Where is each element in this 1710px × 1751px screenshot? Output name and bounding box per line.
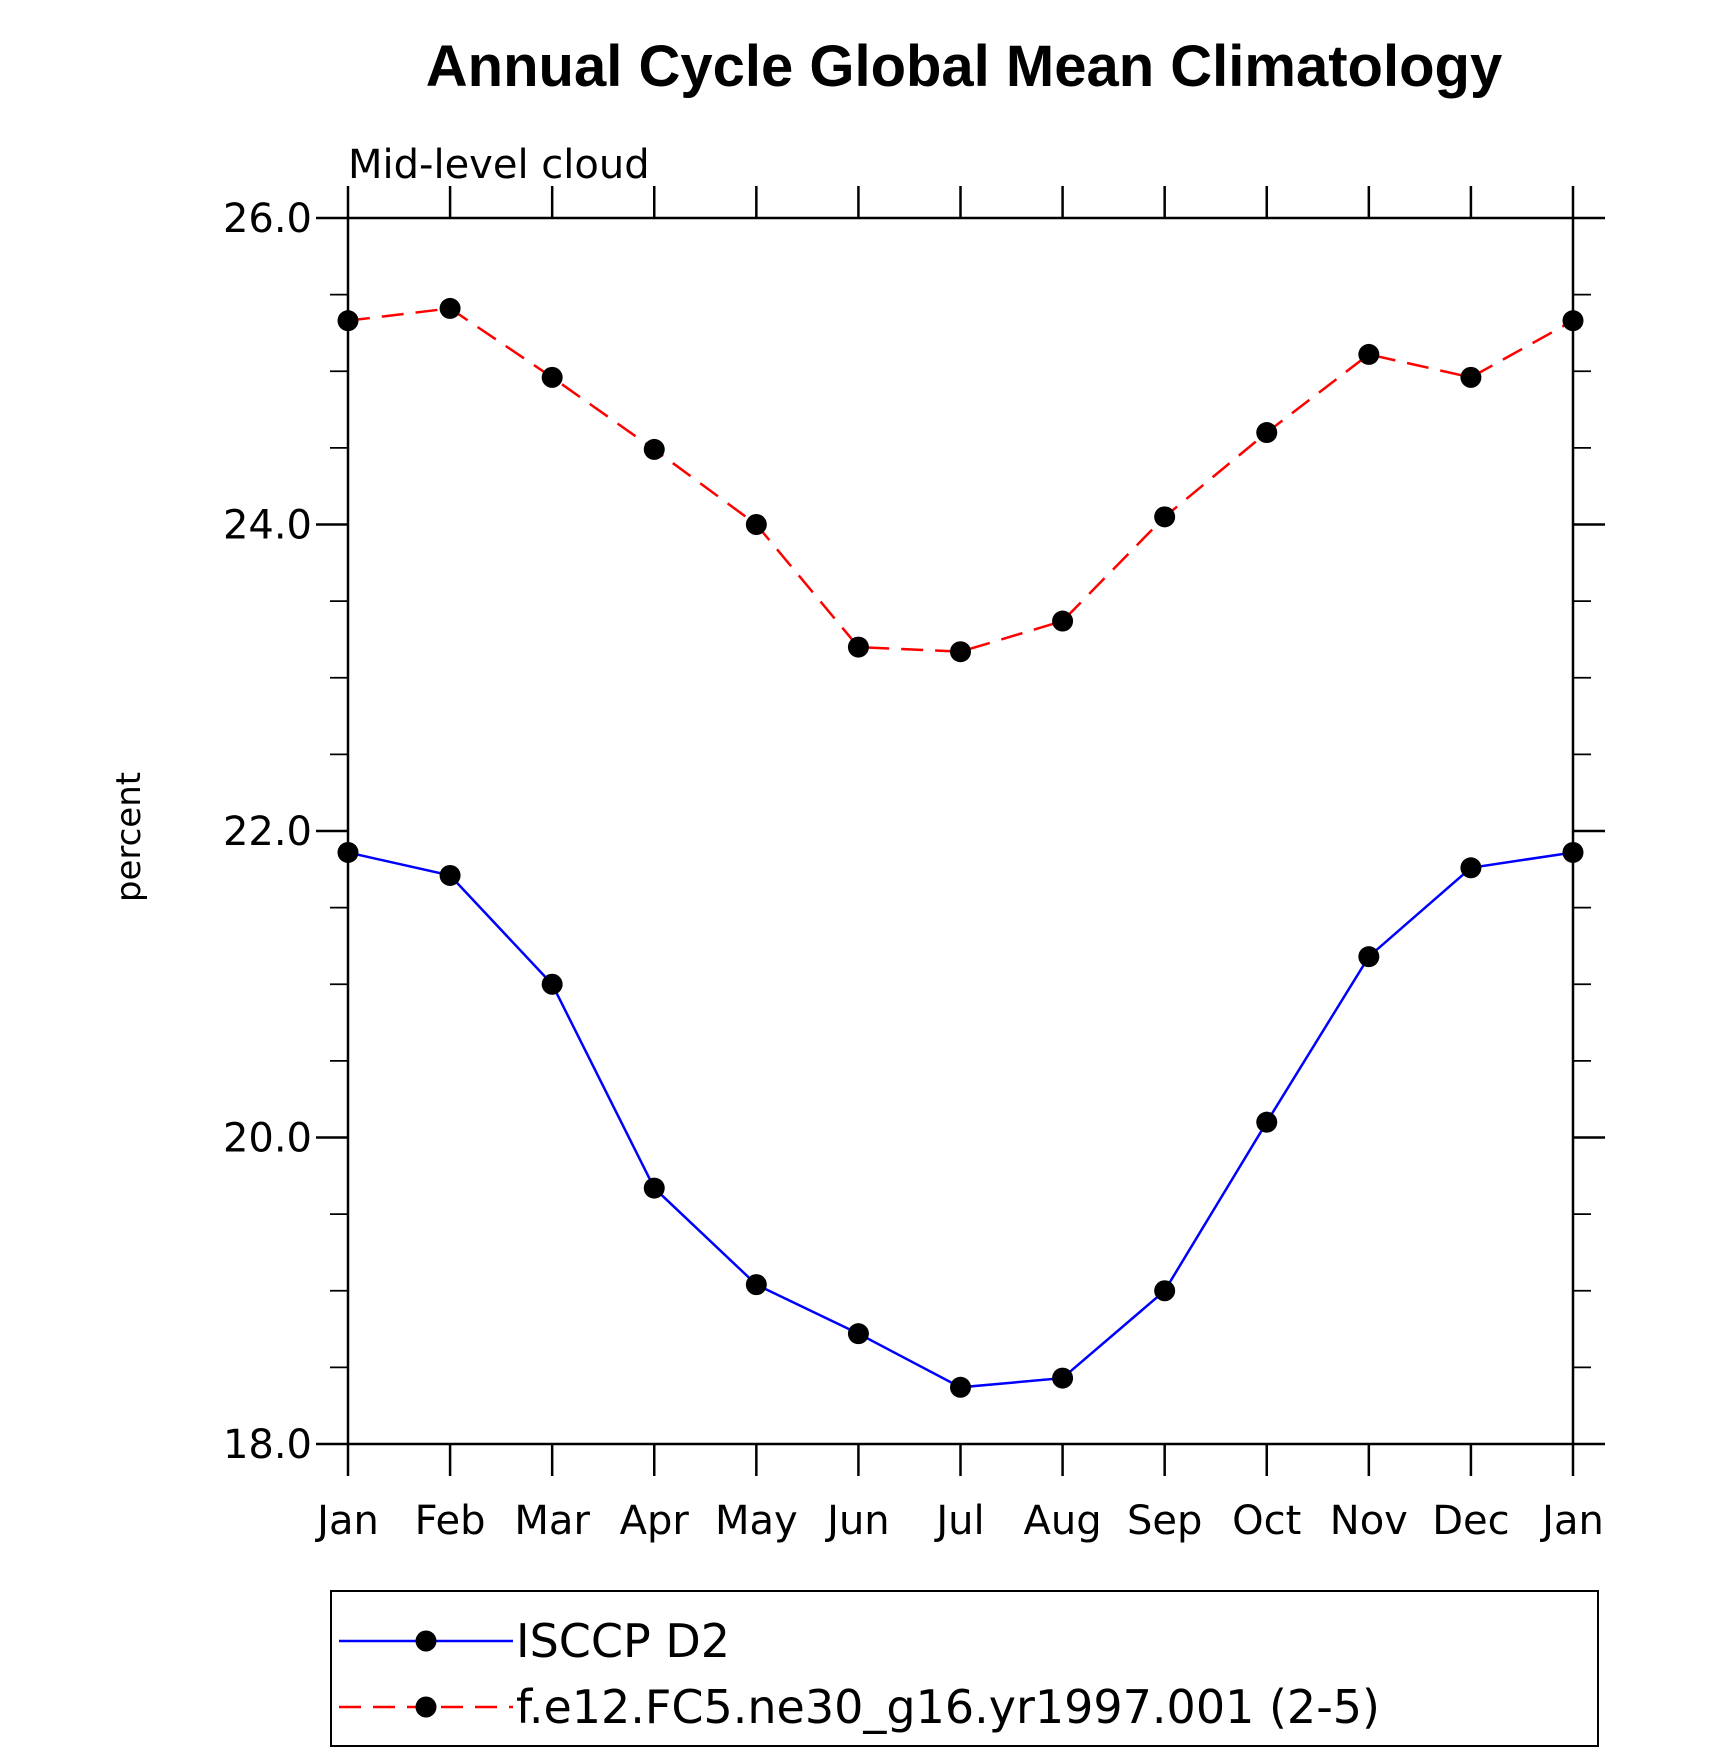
legend-marker-isccp: [415, 1630, 437, 1652]
legend-box: [330, 1590, 1599, 1747]
data-point: [1562, 310, 1584, 332]
plot-frame: [346, 216, 1575, 1446]
chart-subtitle: Mid-level cloud: [348, 142, 650, 188]
chart-title: Annual Cycle Global Mean Climatology: [426, 34, 1502, 99]
data-point: [745, 1274, 767, 1296]
y-tick-label: 26.0: [223, 196, 312, 242]
y-tick-label: 18.0: [223, 1422, 312, 1468]
axes: Jan Feb Mar Apr May Jun Jul Aug Sep Oct Nov Dec Jan1…: [223, 186, 1605, 1544]
data-point: [1562, 841, 1584, 863]
data-point: [1460, 366, 1482, 388]
data-point: [1358, 343, 1380, 365]
data-point: [1460, 857, 1482, 879]
data-point: [745, 514, 767, 535]
x-tick-label: Sep: [1127, 1498, 1202, 1544]
series-line-1: [347, 307, 1574, 653]
y-tick-label: 22.0: [223, 809, 312, 855]
x-tick-label: Jan: [1539, 1498, 1604, 1544]
data-point: [1052, 610, 1074, 632]
data-point: [1154, 506, 1176, 528]
x-tick-label: Oct: [1232, 1498, 1301, 1544]
x-tick-label: Nov: [1330, 1498, 1408, 1544]
data-point: [1052, 1367, 1074, 1389]
data-point: [847, 1323, 869, 1345]
data-point: [541, 366, 563, 388]
data-point: [847, 636, 869, 658]
data-point: [1358, 946, 1380, 968]
x-tick-label: Jul: [933, 1498, 984, 1544]
data-point: [1256, 422, 1278, 444]
x-tick-label: Feb: [415, 1498, 486, 1544]
x-tick-label: May: [715, 1498, 798, 1544]
y-tick-label: 20.0: [223, 1116, 312, 1162]
y-axis-label: percent: [109, 772, 149, 902]
x-tick-label: Jan: [314, 1498, 379, 1544]
data-point: [643, 438, 665, 460]
x-tick-label: Apr: [620, 1498, 690, 1544]
legend-label-model: f.e12.FC5.ne30_g16.yr1997.001 (2-5): [516, 1680, 1380, 1734]
series-line-0: [347, 851, 1574, 1389]
data-point: [541, 973, 563, 995]
x-tick-label: Dec: [1432, 1498, 1509, 1544]
x-tick-label: Aug: [1024, 1498, 1102, 1544]
data-point: [643, 1177, 665, 1199]
y-tick-label: 24.0: [223, 503, 312, 549]
data-point: [1256, 1111, 1278, 1133]
legend-label-isccp: ISCCP D2: [516, 1614, 730, 1668]
x-tick-label: Mar: [514, 1498, 590, 1544]
data-point: [1154, 1280, 1176, 1302]
data-point: [337, 310, 359, 332]
data-point: [950, 1376, 971, 1398]
series-layer: [337, 297, 1584, 1398]
legend-marker-model: [415, 1696, 437, 1718]
data-point: [439, 864, 461, 886]
data-point: [439, 297, 461, 319]
data-point: [950, 641, 971, 663]
data-point: [337, 841, 359, 863]
x-tick-label: Jun: [824, 1498, 890, 1544]
legend: ISCCP D2 f.e12.FC5.ne30_g16.yr1997.001 (…: [330, 1590, 1599, 1747]
